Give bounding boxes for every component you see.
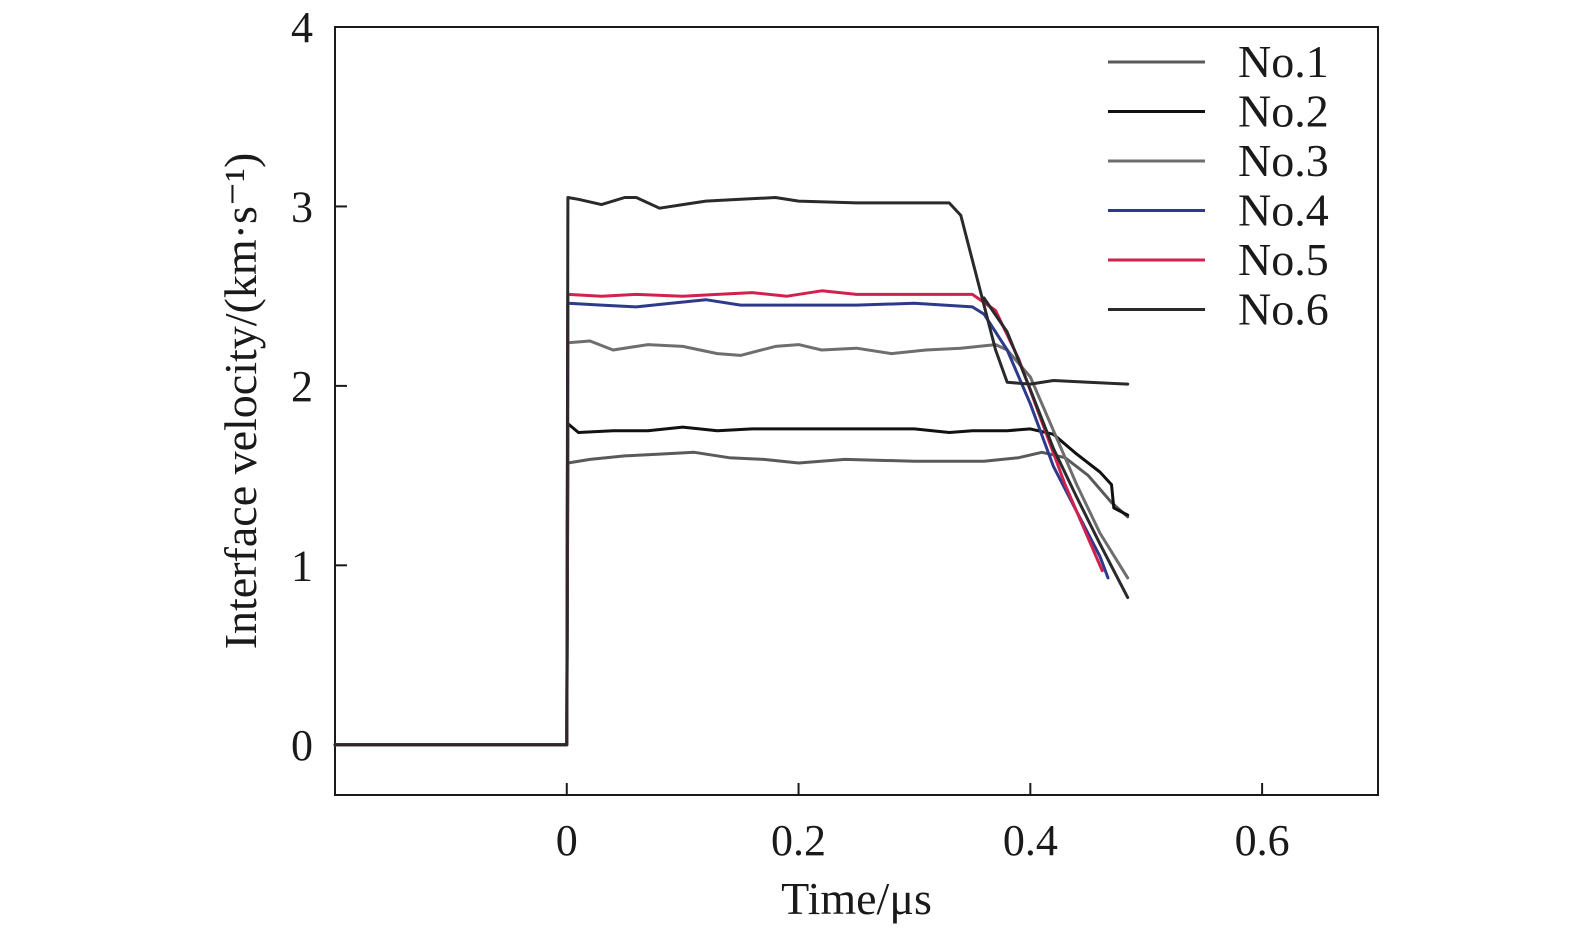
x-axis-label: Time/μs: [781, 873, 932, 924]
series-line-no4: [333, 298, 1110, 747]
series-line-no6: [982, 296, 1130, 600]
series-line-no6: [333, 196, 1130, 747]
series-lines: [333, 196, 1130, 747]
y-tick-label: 3: [291, 182, 313, 231]
y-tick-label: 1: [291, 541, 313, 590]
y-tick-label: 0: [291, 721, 313, 770]
legend-label: No.2: [1238, 86, 1329, 137]
legend-label: No.4: [1238, 185, 1329, 236]
series-line-no3: [333, 339, 1130, 747]
axes: 0 0.2 0.4 0.6 0 1 2 3 4: [291, 3, 1379, 865]
series-line-no5: [333, 289, 1104, 747]
y-tick-label: 2: [291, 362, 313, 411]
legend-label: No.5: [1238, 234, 1329, 285]
legend-label: No.1: [1238, 36, 1329, 87]
y-axis-label: Interface velocity/(km·s⁻¹): [215, 153, 266, 650]
x-tick-label: 0.2: [771, 816, 826, 865]
legend-label: No.6: [1238, 284, 1329, 335]
series-line-no2: [333, 422, 1130, 747]
x-tick-label: 0: [556, 816, 578, 865]
plot-frame: [334, 26, 1379, 796]
legend: No.1No.2No.3No.4No.5No.6: [1108, 36, 1329, 335]
series-line-no1: [333, 450, 1130, 747]
x-tick-label: 0.6: [1235, 816, 1290, 865]
x-tick-label: 0.4: [1003, 816, 1058, 865]
y-tick-label: 4: [291, 3, 313, 52]
legend-label: No.3: [1238, 135, 1329, 186]
